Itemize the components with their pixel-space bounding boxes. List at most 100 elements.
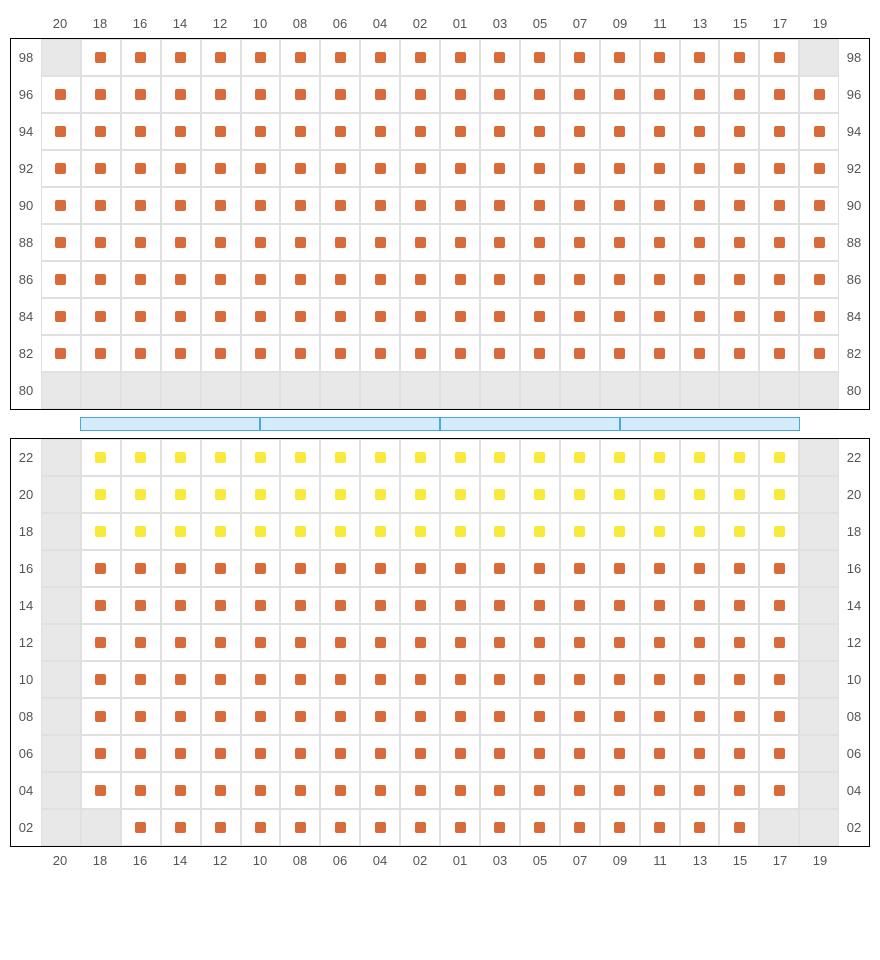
seat-cell[interactable] <box>440 476 480 513</box>
seat-cell[interactable] <box>320 735 360 772</box>
seat-cell[interactable] <box>759 187 799 224</box>
seat-cell[interactable] <box>600 476 640 513</box>
seat-cell[interactable] <box>121 187 161 224</box>
seat-cell[interactable] <box>480 187 520 224</box>
seat-cell[interactable] <box>600 439 640 476</box>
seat-cell[interactable] <box>719 624 759 661</box>
seat-cell[interactable] <box>201 224 241 261</box>
seat-cell[interactable] <box>440 113 480 150</box>
seat-cell[interactable] <box>640 513 680 550</box>
seat-cell[interactable] <box>161 513 201 550</box>
seat-cell[interactable] <box>241 335 281 372</box>
seat-cell[interactable] <box>440 76 480 113</box>
seat-cell[interactable] <box>480 772 520 809</box>
seat-cell[interactable] <box>161 39 201 76</box>
seat-cell[interactable] <box>799 150 839 187</box>
seat-cell[interactable] <box>201 550 241 587</box>
seat-cell[interactable] <box>161 587 201 624</box>
seat-cell[interactable] <box>600 513 640 550</box>
seat-cell[interactable] <box>360 513 400 550</box>
seat-cell[interactable] <box>280 76 320 113</box>
seat-cell[interactable] <box>560 735 600 772</box>
seat-cell[interactable] <box>121 698 161 735</box>
seat-cell[interactable] <box>121 76 161 113</box>
seat-cell[interactable] <box>640 735 680 772</box>
seat-cell[interactable] <box>41 224 81 261</box>
seat-cell[interactable] <box>360 809 400 846</box>
seat-cell[interactable] <box>520 335 560 372</box>
seat-cell[interactable] <box>121 772 161 809</box>
seat-cell[interactable] <box>480 587 520 624</box>
seat-cell[interactable] <box>320 624 360 661</box>
seat-cell[interactable] <box>759 76 799 113</box>
seat-cell[interactable] <box>799 224 839 261</box>
seat-cell[interactable] <box>600 39 640 76</box>
seat-cell[interactable] <box>600 550 640 587</box>
seat-cell[interactable] <box>759 587 799 624</box>
seat-cell[interactable] <box>680 809 720 846</box>
seat-cell[interactable] <box>600 735 640 772</box>
seat-cell[interactable] <box>680 335 720 372</box>
seat-cell[interactable] <box>320 261 360 298</box>
seat-cell[interactable] <box>201 624 241 661</box>
seat-cell[interactable] <box>400 187 440 224</box>
seat-cell[interactable] <box>121 113 161 150</box>
seat-cell[interactable] <box>280 661 320 698</box>
seat-cell[interactable] <box>560 76 600 113</box>
seat-cell[interactable] <box>400 439 440 476</box>
seat-cell[interactable] <box>440 150 480 187</box>
seat-cell[interactable] <box>121 335 161 372</box>
seat-cell[interactable] <box>560 335 600 372</box>
seat-cell[interactable] <box>440 661 480 698</box>
seat-cell[interactable] <box>640 261 680 298</box>
seat-cell[interactable] <box>520 661 560 698</box>
seat-cell[interactable] <box>719 476 759 513</box>
seat-cell[interactable] <box>680 298 720 335</box>
seat-cell[interactable] <box>640 39 680 76</box>
seat-cell[interactable] <box>719 187 759 224</box>
seat-cell[interactable] <box>799 335 839 372</box>
seat-cell[interactable] <box>440 513 480 550</box>
seat-cell[interactable] <box>520 698 560 735</box>
seat-cell[interactable] <box>320 76 360 113</box>
seat-cell[interactable] <box>759 298 799 335</box>
seat-cell[interactable] <box>280 735 320 772</box>
seat-cell[interactable] <box>600 261 640 298</box>
seat-cell[interactable] <box>719 772 759 809</box>
seat-cell[interactable] <box>440 439 480 476</box>
seat-cell[interactable] <box>480 76 520 113</box>
seat-cell[interactable] <box>320 587 360 624</box>
seat-cell[interactable] <box>161 261 201 298</box>
seat-cell[interactable] <box>799 113 839 150</box>
seat-cell[interactable] <box>560 150 600 187</box>
seat-cell[interactable] <box>400 698 440 735</box>
seat-cell[interactable] <box>640 113 680 150</box>
seat-cell[interactable] <box>480 661 520 698</box>
seat-cell[interactable] <box>161 150 201 187</box>
seat-cell[interactable] <box>600 76 640 113</box>
seat-cell[interactable] <box>360 587 400 624</box>
seat-cell[interactable] <box>400 76 440 113</box>
seat-cell[interactable] <box>640 698 680 735</box>
seat-cell[interactable] <box>759 661 799 698</box>
seat-cell[interactable] <box>320 39 360 76</box>
seat-cell[interactable] <box>320 150 360 187</box>
seat-cell[interactable] <box>600 624 640 661</box>
seat-cell[interactable] <box>320 809 360 846</box>
seat-cell[interactable] <box>201 587 241 624</box>
seat-cell[interactable] <box>440 698 480 735</box>
seat-cell[interactable] <box>360 113 400 150</box>
seat-cell[interactable] <box>680 476 720 513</box>
seat-cell[interactable] <box>680 661 720 698</box>
seat-cell[interactable] <box>520 261 560 298</box>
seat-cell[interactable] <box>161 550 201 587</box>
seat-cell[interactable] <box>440 39 480 76</box>
seat-cell[interactable] <box>640 439 680 476</box>
seat-cell[interactable] <box>400 224 440 261</box>
seat-cell[interactable] <box>520 587 560 624</box>
seat-cell[interactable] <box>400 39 440 76</box>
seat-cell[interactable] <box>201 335 241 372</box>
seat-cell[interactable] <box>520 735 560 772</box>
seat-cell[interactable] <box>201 439 241 476</box>
seat-cell[interactable] <box>241 661 281 698</box>
